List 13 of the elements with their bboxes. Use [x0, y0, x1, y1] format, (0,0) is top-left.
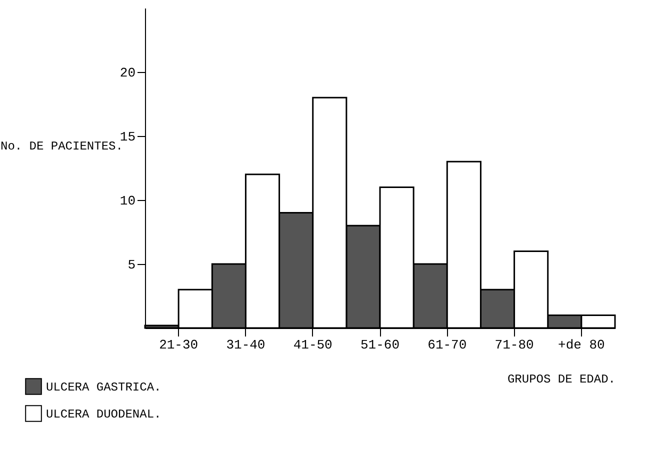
- x-tick-label: 51-60: [360, 338, 400, 352]
- x-tick-label: 21-30: [159, 338, 198, 352]
- y-tick-label: 20: [120, 66, 136, 80]
- x-tick-label: 61-70: [428, 338, 467, 352]
- x-tick-label: 71-80: [494, 338, 534, 352]
- x-axis-title: GRUPOS DE EDAD.: [507, 372, 616, 386]
- legend-label: ULCERA DUODENAL.: [46, 408, 162, 422]
- x-tick-label: 41-50: [293, 338, 332, 352]
- y-tick-label: 5: [128, 258, 136, 272]
- x-tick-label: 31-40: [226, 338, 266, 352]
- legend-label: ULCERA GASTRICA.: [46, 380, 162, 394]
- x-tick-label: +de 80: [558, 338, 605, 352]
- y-tick-label: 10: [120, 194, 136, 208]
